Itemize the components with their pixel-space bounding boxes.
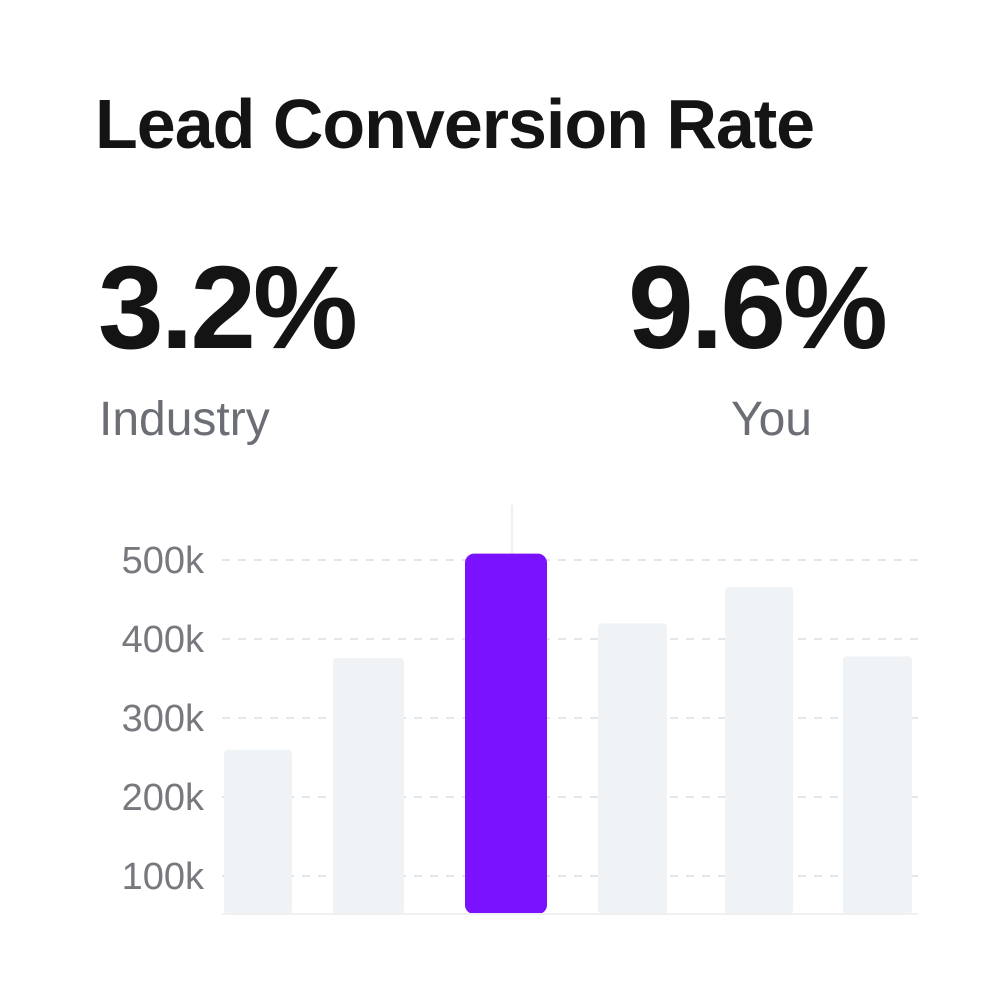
bar bbox=[725, 586, 793, 914]
industry-rate-value: 3.2% bbox=[98, 242, 358, 374]
page-title: Lead Conversion Rate bbox=[95, 85, 815, 163]
bar-highlighted bbox=[465, 553, 547, 914]
y-tick-label: 400k bbox=[122, 619, 205, 661]
y-tick-label: 300k bbox=[122, 698, 205, 740]
bar bbox=[843, 656, 912, 914]
bar bbox=[598, 623, 667, 914]
y-tick-label: 500k bbox=[122, 540, 205, 582]
your-label: You bbox=[731, 393, 812, 446]
bar bbox=[224, 749, 292, 914]
your-rate-value: 9.6% bbox=[628, 242, 888, 374]
industry-label: Industry bbox=[99, 393, 270, 446]
y-tick-label: 200k bbox=[122, 777, 205, 819]
y-tick-label: 100k bbox=[122, 856, 205, 898]
bar bbox=[333, 657, 404, 914]
